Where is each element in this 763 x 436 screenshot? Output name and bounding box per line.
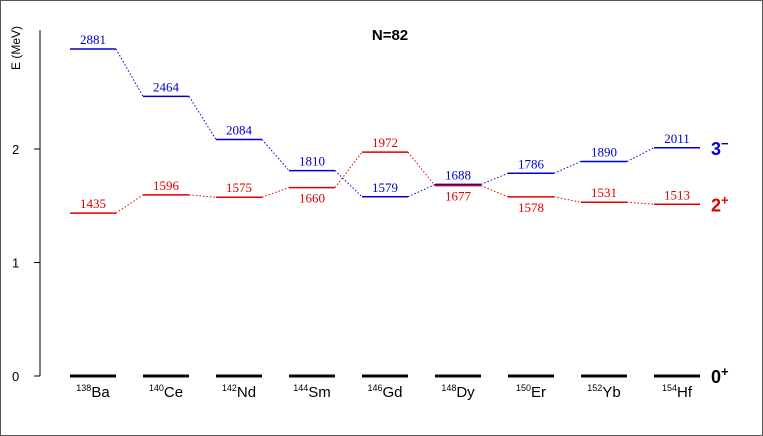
connector-line — [626, 201, 655, 205]
level-value-label: 1786 — [518, 156, 545, 171]
level-value-label: 1596 — [153, 178, 180, 193]
level-value-label: 2084 — [226, 122, 253, 137]
connector-line — [334, 170, 363, 198]
level-value-label: 1531 — [591, 185, 617, 200]
y-tick-label: 1 — [12, 256, 19, 271]
connector-line — [115, 48, 144, 97]
level-value-label: 1677 — [445, 189, 472, 204]
nucleus-label: 148Dy — [441, 383, 475, 401]
spin-parity-label: 2+ — [711, 192, 729, 215]
level-value-label: 1579 — [372, 180, 398, 195]
connector-line — [407, 183, 436, 198]
connector-line — [480, 172, 509, 185]
level-value-label: 1890 — [591, 144, 617, 159]
level-value-label: 1972 — [372, 135, 398, 150]
level-value-label: 1435 — [80, 196, 106, 211]
y-axis-ticks: 0 1 2 — [12, 142, 40, 384]
nucleus-label: 138Ba — [76, 383, 110, 401]
nucleus-label: 142Nd — [222, 383, 256, 401]
connector-line — [188, 194, 217, 198]
level-value-label: 2464 — [153, 79, 180, 94]
nucleus-label: 150Er — [516, 383, 546, 401]
y-tick-label: 0 — [12, 369, 19, 384]
connector-line — [115, 194, 144, 214]
level-value-label: 1578 — [518, 200, 544, 215]
connector-line — [261, 187, 290, 198]
level-value-label: 1513 — [664, 187, 690, 202]
energy-levels — [70, 48, 700, 378]
connector-line — [553, 161, 582, 174]
spin-parity-label: 0+ — [711, 364, 729, 387]
connector-line — [188, 96, 217, 140]
connector-line — [553, 196, 582, 203]
level-value-label: 2011 — [664, 131, 690, 146]
nucleus-label: 152Yb — [587, 383, 620, 401]
nucleus-label: 140Ce — [149, 383, 183, 401]
level-value-label: 1688 — [445, 167, 471, 182]
nucleus-label: 154Hf — [662, 383, 693, 401]
connector-lines — [115, 48, 655, 214]
connector-line — [407, 151, 436, 186]
connector-line — [261, 139, 290, 171]
level-value-label: 1660 — [299, 191, 325, 206]
nucleus-label: 144Sm — [293, 383, 331, 401]
level-value-label: 1575 — [226, 180, 252, 195]
level-value-labels: 2881 2464 2084 1810 1579 1688 1786 1890 2011 1435… — [80, 32, 690, 215]
y-tick-label: 2 — [12, 142, 19, 157]
spin-parity-label: 3− — [711, 136, 729, 159]
level-value-label: 2881 — [80, 32, 106, 47]
level-value-label: 1810 — [299, 154, 325, 169]
connector-line — [626, 147, 655, 162]
y-axis-label: E (MeV) — [9, 26, 23, 70]
spin-parity-labels: 3− 2+ 0+ — [711, 136, 729, 387]
nucleus-label: 146Gd — [367, 383, 402, 401]
connector-line — [334, 151, 363, 188]
chart-title: N=82 — [372, 27, 408, 44]
connector-line — [480, 185, 509, 198]
nucleus-labels: 138Ba 140Ce 142Nd 144Sm 146Gd 148Dy 150Er 152Yb… — [76, 383, 693, 401]
